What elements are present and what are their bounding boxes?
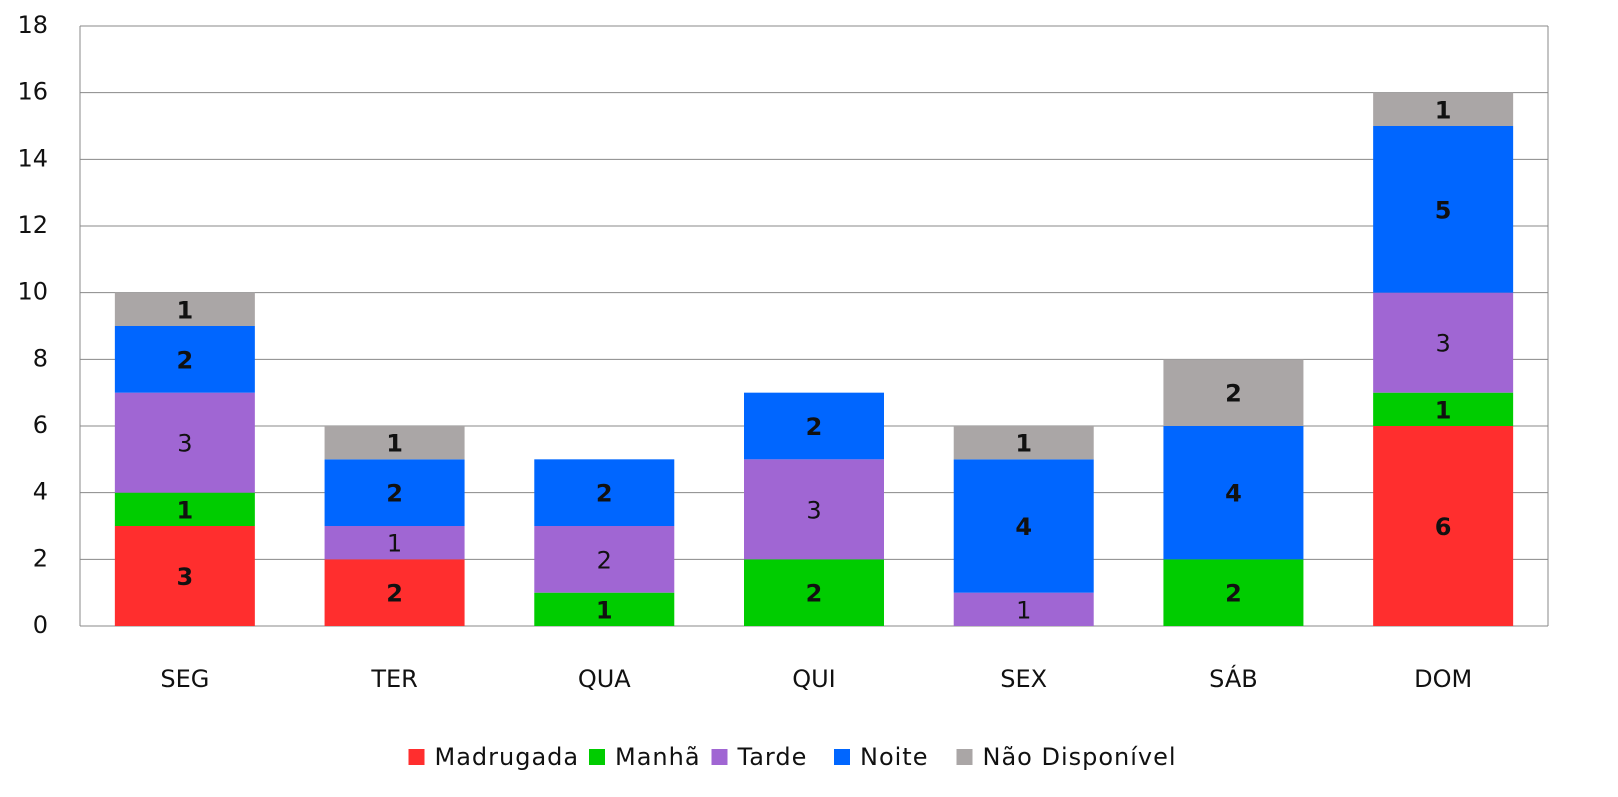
bar-segment xyxy=(114,392,255,493)
y-tick-label: 10 xyxy=(17,278,48,306)
data-label: 3 xyxy=(806,496,821,524)
bar-segment xyxy=(1373,392,1514,426)
bar-segment xyxy=(744,559,884,626)
data-label: 6 xyxy=(1435,513,1452,541)
data-label: 2 xyxy=(1225,580,1242,608)
data-label: 2 xyxy=(596,480,613,508)
data-label: 3 xyxy=(177,430,192,458)
y-tick-label: 0 xyxy=(33,611,48,639)
legend-label: Não Disponível xyxy=(983,743,1177,771)
bar-segment xyxy=(114,526,255,626)
x-tick-label: TER xyxy=(370,665,418,693)
x-tick-label: SEG xyxy=(160,665,209,693)
bar-segment xyxy=(324,426,465,460)
data-label: 2 xyxy=(386,580,403,608)
bar-segment xyxy=(114,292,255,326)
legend-swatch xyxy=(589,749,605,765)
data-label: 5 xyxy=(1435,196,1452,224)
data-label: 1 xyxy=(387,530,402,558)
bar-segment xyxy=(953,459,1094,593)
legend-swatch xyxy=(956,749,973,765)
y-tick-label: 4 xyxy=(33,478,48,506)
bar-segment xyxy=(324,559,465,626)
data-label: 1 xyxy=(1435,396,1452,424)
data-label: 1 xyxy=(177,496,194,524)
data-label: 2 xyxy=(597,546,612,574)
data-label: 2 xyxy=(386,480,403,508)
data-label: 4 xyxy=(1225,480,1242,508)
data-label: 3 xyxy=(177,563,194,591)
legend-swatch xyxy=(711,749,728,765)
bar-segment xyxy=(744,459,884,560)
data-label: 2 xyxy=(1225,380,1242,408)
bar-segment xyxy=(534,459,675,526)
data-label: 1 xyxy=(1435,96,1452,124)
data-label: 1 xyxy=(386,430,403,458)
y-tick-label: 18 xyxy=(17,11,48,39)
bar-segment xyxy=(744,392,884,460)
bar-segment xyxy=(1163,426,1304,560)
legend-swatch xyxy=(408,749,425,765)
x-tick-label: QUI xyxy=(792,665,836,693)
bar-segment xyxy=(324,526,465,560)
bar-segment xyxy=(324,459,465,526)
bar-segment xyxy=(1373,292,1514,393)
bar-segment xyxy=(534,592,675,626)
x-tick-label: SEX xyxy=(1000,665,1047,693)
legend-swatch xyxy=(834,749,850,765)
data-label: 2 xyxy=(806,413,823,441)
y-tick-label: 14 xyxy=(17,144,48,172)
y-tick-label: 8 xyxy=(33,344,48,372)
data-label: 1 xyxy=(1016,596,1031,624)
legend-label: Madrugada xyxy=(435,743,580,771)
bar-segment xyxy=(1163,559,1304,626)
bar-segment xyxy=(1373,126,1514,293)
data-label: 1 xyxy=(596,596,613,624)
data-label: 1 xyxy=(1015,430,1032,458)
x-tick-label: DOM xyxy=(1414,665,1472,693)
data-label: 3 xyxy=(1436,330,1451,358)
bar-segment xyxy=(534,526,675,593)
legend-label: Noite xyxy=(860,743,928,771)
bar-segment xyxy=(953,426,1094,460)
x-tick-label: SÁB xyxy=(1209,664,1258,693)
bar-segment xyxy=(1373,92,1514,126)
bar-segment xyxy=(114,326,255,393)
x-tick-label: QUA xyxy=(578,665,631,693)
y-tick-label: 12 xyxy=(17,211,48,239)
bar-segment xyxy=(1163,359,1304,426)
data-label: 4 xyxy=(1015,513,1032,541)
bar-segment xyxy=(114,492,255,526)
legend-label: Tarde xyxy=(737,743,808,771)
bar-segment xyxy=(1373,426,1514,626)
y-tick-label: 2 xyxy=(33,544,48,572)
legend-label: Manhã xyxy=(615,743,701,771)
y-tick-label: 16 xyxy=(17,78,48,106)
bar-segment xyxy=(953,592,1094,626)
data-label: 2 xyxy=(806,580,823,608)
data-label: 2 xyxy=(177,346,194,374)
data-label: 1 xyxy=(177,296,194,324)
y-tick-label: 6 xyxy=(33,411,48,439)
